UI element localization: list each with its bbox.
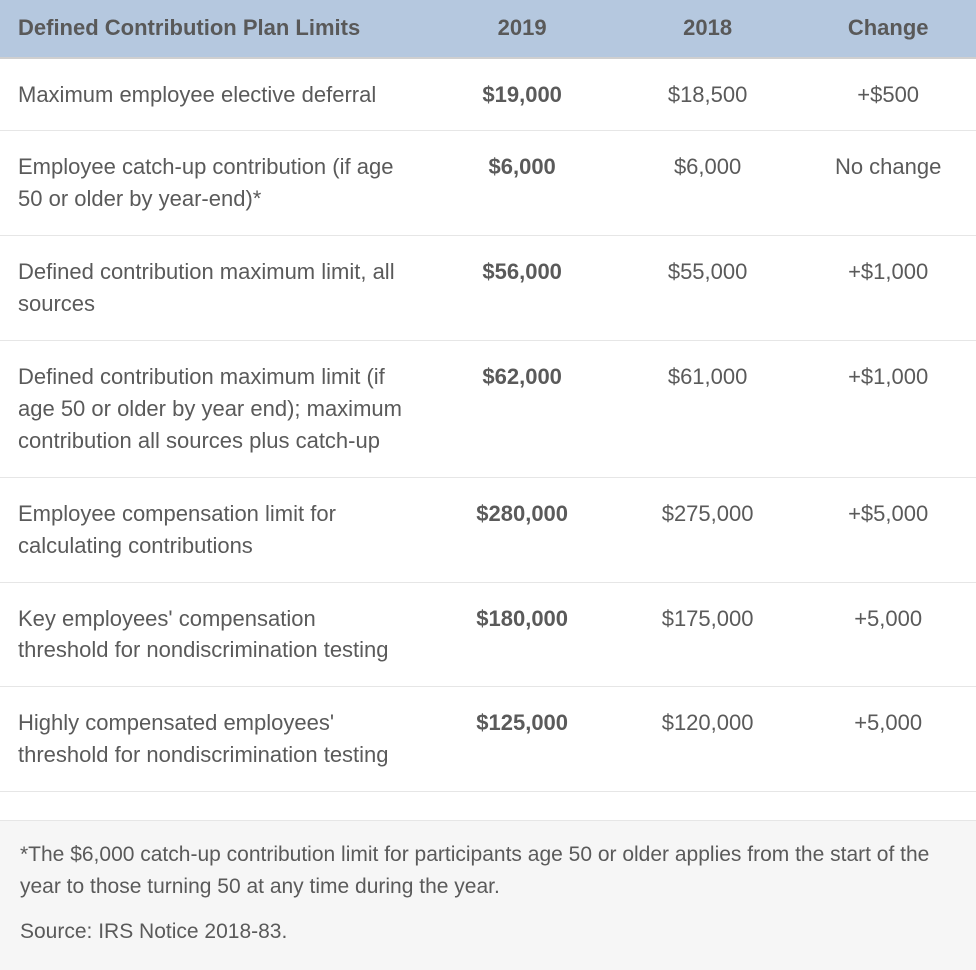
footnote-text: *The $6,000 catch-up contribution limit … [20, 839, 956, 902]
table-row: Highly compensated employees' threshold … [0, 687, 976, 792]
cell-change: +5,000 [800, 687, 976, 792]
cell-label: Defined contribution maximum limit (if a… [0, 341, 429, 478]
cell-2018: $18,500 [615, 58, 800, 131]
table-row: Defined contribution maximum limit (if a… [0, 341, 976, 478]
cell-2018: $275,000 [615, 477, 800, 582]
cell-2019: $19,000 [429, 58, 614, 131]
table-row: Maximum employee elective deferral $19,0… [0, 58, 976, 131]
table-body: Maximum employee elective deferral $19,0… [0, 58, 976, 792]
footnote-block: *The $6,000 catch-up contribution limit … [0, 820, 976, 970]
cell-label: Defined contribution maximum limit, all … [0, 236, 429, 341]
cell-label: Employee compensation limit for calculat… [0, 477, 429, 582]
cell-2018: $120,000 [615, 687, 800, 792]
source-text: Source: IRS Notice 2018-83. [20, 916, 956, 948]
contribution-limits-table: Defined Contribution Plan Limits 2019 20… [0, 0, 976, 792]
table-row: Defined contribution maximum limit, all … [0, 236, 976, 341]
cell-change: +$5,000 [800, 477, 976, 582]
cell-change: +5,000 [800, 582, 976, 687]
cell-2019: $6,000 [429, 131, 614, 236]
cell-2019: $280,000 [429, 477, 614, 582]
cell-label: Employee catch-up contribution (if age 5… [0, 131, 429, 236]
cell-2018: $61,000 [615, 341, 800, 478]
table-row: Employee catch-up contribution (if age 5… [0, 131, 976, 236]
table-row: Employee compensation limit for calculat… [0, 477, 976, 582]
cell-2019: $180,000 [429, 582, 614, 687]
cell-change: No change [800, 131, 976, 236]
table-row: Key employees' compensation threshold fo… [0, 582, 976, 687]
cell-2019: $56,000 [429, 236, 614, 341]
cell-2018: $6,000 [615, 131, 800, 236]
header-2019: 2019 [429, 0, 614, 58]
cell-change: +$1,000 [800, 236, 976, 341]
cell-2019: $62,000 [429, 341, 614, 478]
cell-change: +$500 [800, 58, 976, 131]
cell-2018: $55,000 [615, 236, 800, 341]
header-2018: 2018 [615, 0, 800, 58]
cell-2019: $125,000 [429, 687, 614, 792]
cell-label: Highly compensated employees' threshold … [0, 687, 429, 792]
cell-label: Key employees' compensation threshold fo… [0, 582, 429, 687]
cell-label: Maximum employee elective deferral [0, 58, 429, 131]
table-header: Defined Contribution Plan Limits 2019 20… [0, 0, 976, 58]
header-change: Change [800, 0, 976, 58]
cell-2018: $175,000 [615, 582, 800, 687]
cell-change: +$1,000 [800, 341, 976, 478]
header-label: Defined Contribution Plan Limits [0, 0, 429, 58]
